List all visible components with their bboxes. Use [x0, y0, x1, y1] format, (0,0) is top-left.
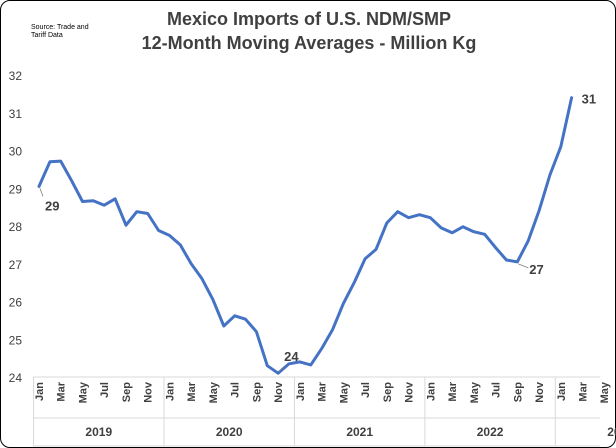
month-tick-label: May — [208, 381, 220, 403]
y-tick-label: 29 — [9, 182, 23, 196]
month-tick-label: Sep — [251, 382, 263, 402]
y-tick-label: 26 — [9, 296, 23, 310]
year-label: 2023 — [607, 425, 616, 439]
data-label-leader — [39, 188, 44, 197]
month-tick-label: Nov — [534, 381, 546, 403]
month-tick-label: May — [469, 381, 481, 403]
year-label: 2021 — [346, 425, 373, 439]
month-tick-label: Nov — [404, 381, 416, 403]
month-tick-label: May — [599, 381, 611, 403]
y-tick-label: 27 — [9, 258, 23, 272]
year-label: 2020 — [216, 425, 243, 439]
y-tick-label: 32 — [9, 69, 23, 83]
month-tick-label: Jan — [34, 382, 46, 401]
y-tick-label: 30 — [9, 145, 23, 159]
month-tick-label: Sep — [512, 382, 524, 402]
month-tick-label: Nov — [143, 381, 155, 403]
month-tick-label: Jan — [556, 382, 568, 401]
year-label: 2022 — [477, 425, 504, 439]
month-tick-label: May — [338, 381, 350, 403]
month-tick-label: Nov — [273, 381, 285, 403]
month-tick-label: Jan — [425, 382, 437, 401]
month-tick-label: Jul — [360, 382, 372, 398]
data-label: 27 — [529, 262, 543, 277]
data-label-leader — [518, 263, 529, 269]
y-tick-label: 28 — [9, 220, 23, 234]
month-tick-label: Mar — [56, 381, 68, 401]
data-label: 31 — [582, 92, 596, 107]
y-tick-label: 24 — [9, 371, 23, 385]
month-tick-label: Jan — [295, 382, 307, 401]
month-tick-label: Sep — [121, 382, 133, 402]
month-tick-label: Jul — [491, 382, 503, 398]
month-tick-label: Jul — [99, 382, 111, 398]
chart-title-line1: Mexico Imports of U.S. NDM/SMP — [166, 9, 452, 29]
month-tick-label: Jan — [164, 382, 176, 401]
month-tick-label: Mar — [578, 381, 590, 401]
month-tick-label: May — [77, 381, 89, 403]
month-tick-label: Jul — [230, 382, 242, 398]
series-line — [37, 96, 574, 375]
data-label: 29 — [45, 198, 59, 213]
data-label-leader — [278, 366, 284, 372]
y-tick-label: 25 — [9, 333, 23, 347]
source-note: Source: Trade and Tariff Data — [31, 24, 89, 39]
data-label: 24 — [284, 349, 299, 364]
y-tick-label: 31 — [9, 107, 23, 121]
month-tick-label: Mar — [317, 381, 329, 401]
chart-title-line2: 12-Month Moving Averages - Million Kg — [141, 33, 477, 53]
year-label: 2019 — [85, 425, 112, 439]
month-tick-label: Mar — [186, 381, 198, 401]
month-tick-label: Sep — [382, 382, 394, 402]
month-tick-label: Mar — [447, 381, 459, 401]
